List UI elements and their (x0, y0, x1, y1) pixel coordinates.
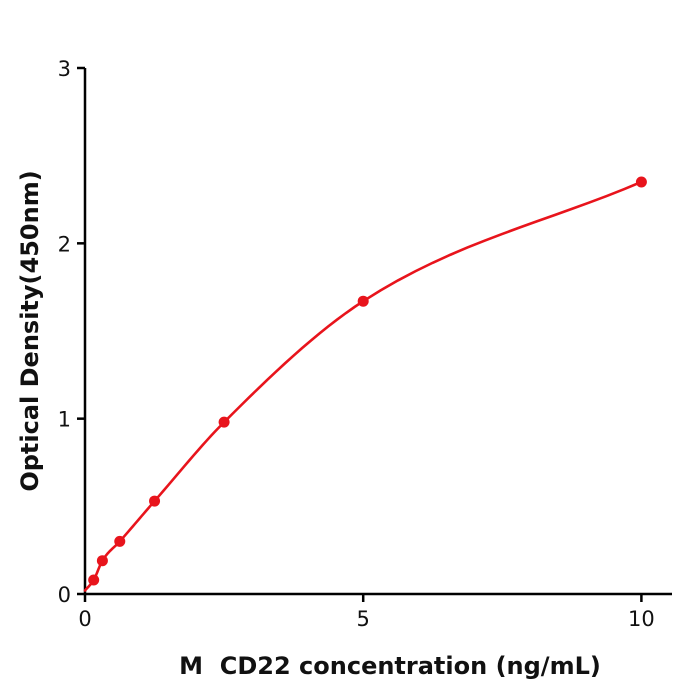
x-tick-label: 10 (628, 607, 655, 631)
data-point (88, 574, 100, 586)
axes: 0 5 10 0 1 2 3 (58, 57, 672, 631)
data-point (149, 495, 161, 507)
y-axis-label: Optical Density(450nm) (16, 170, 44, 491)
y-tick-label: 3 (58, 57, 71, 81)
data-point (114, 535, 126, 547)
data-point (96, 555, 108, 567)
x-tick-label: 5 (357, 607, 370, 631)
data-point (218, 416, 230, 428)
fit-curve (83, 180, 643, 592)
y-tick-label: 0 (58, 583, 71, 607)
y-tick-label: 1 (58, 408, 71, 432)
x-axis-label: M CD22 concentration (ng/mL) (179, 652, 601, 680)
data-point (635, 176, 647, 188)
axis-line (83, 68, 672, 596)
data-point (357, 295, 369, 307)
data-points (88, 176, 647, 586)
x-tick-label: 0 (78, 607, 91, 631)
y-tick-label: 2 (58, 232, 71, 256)
